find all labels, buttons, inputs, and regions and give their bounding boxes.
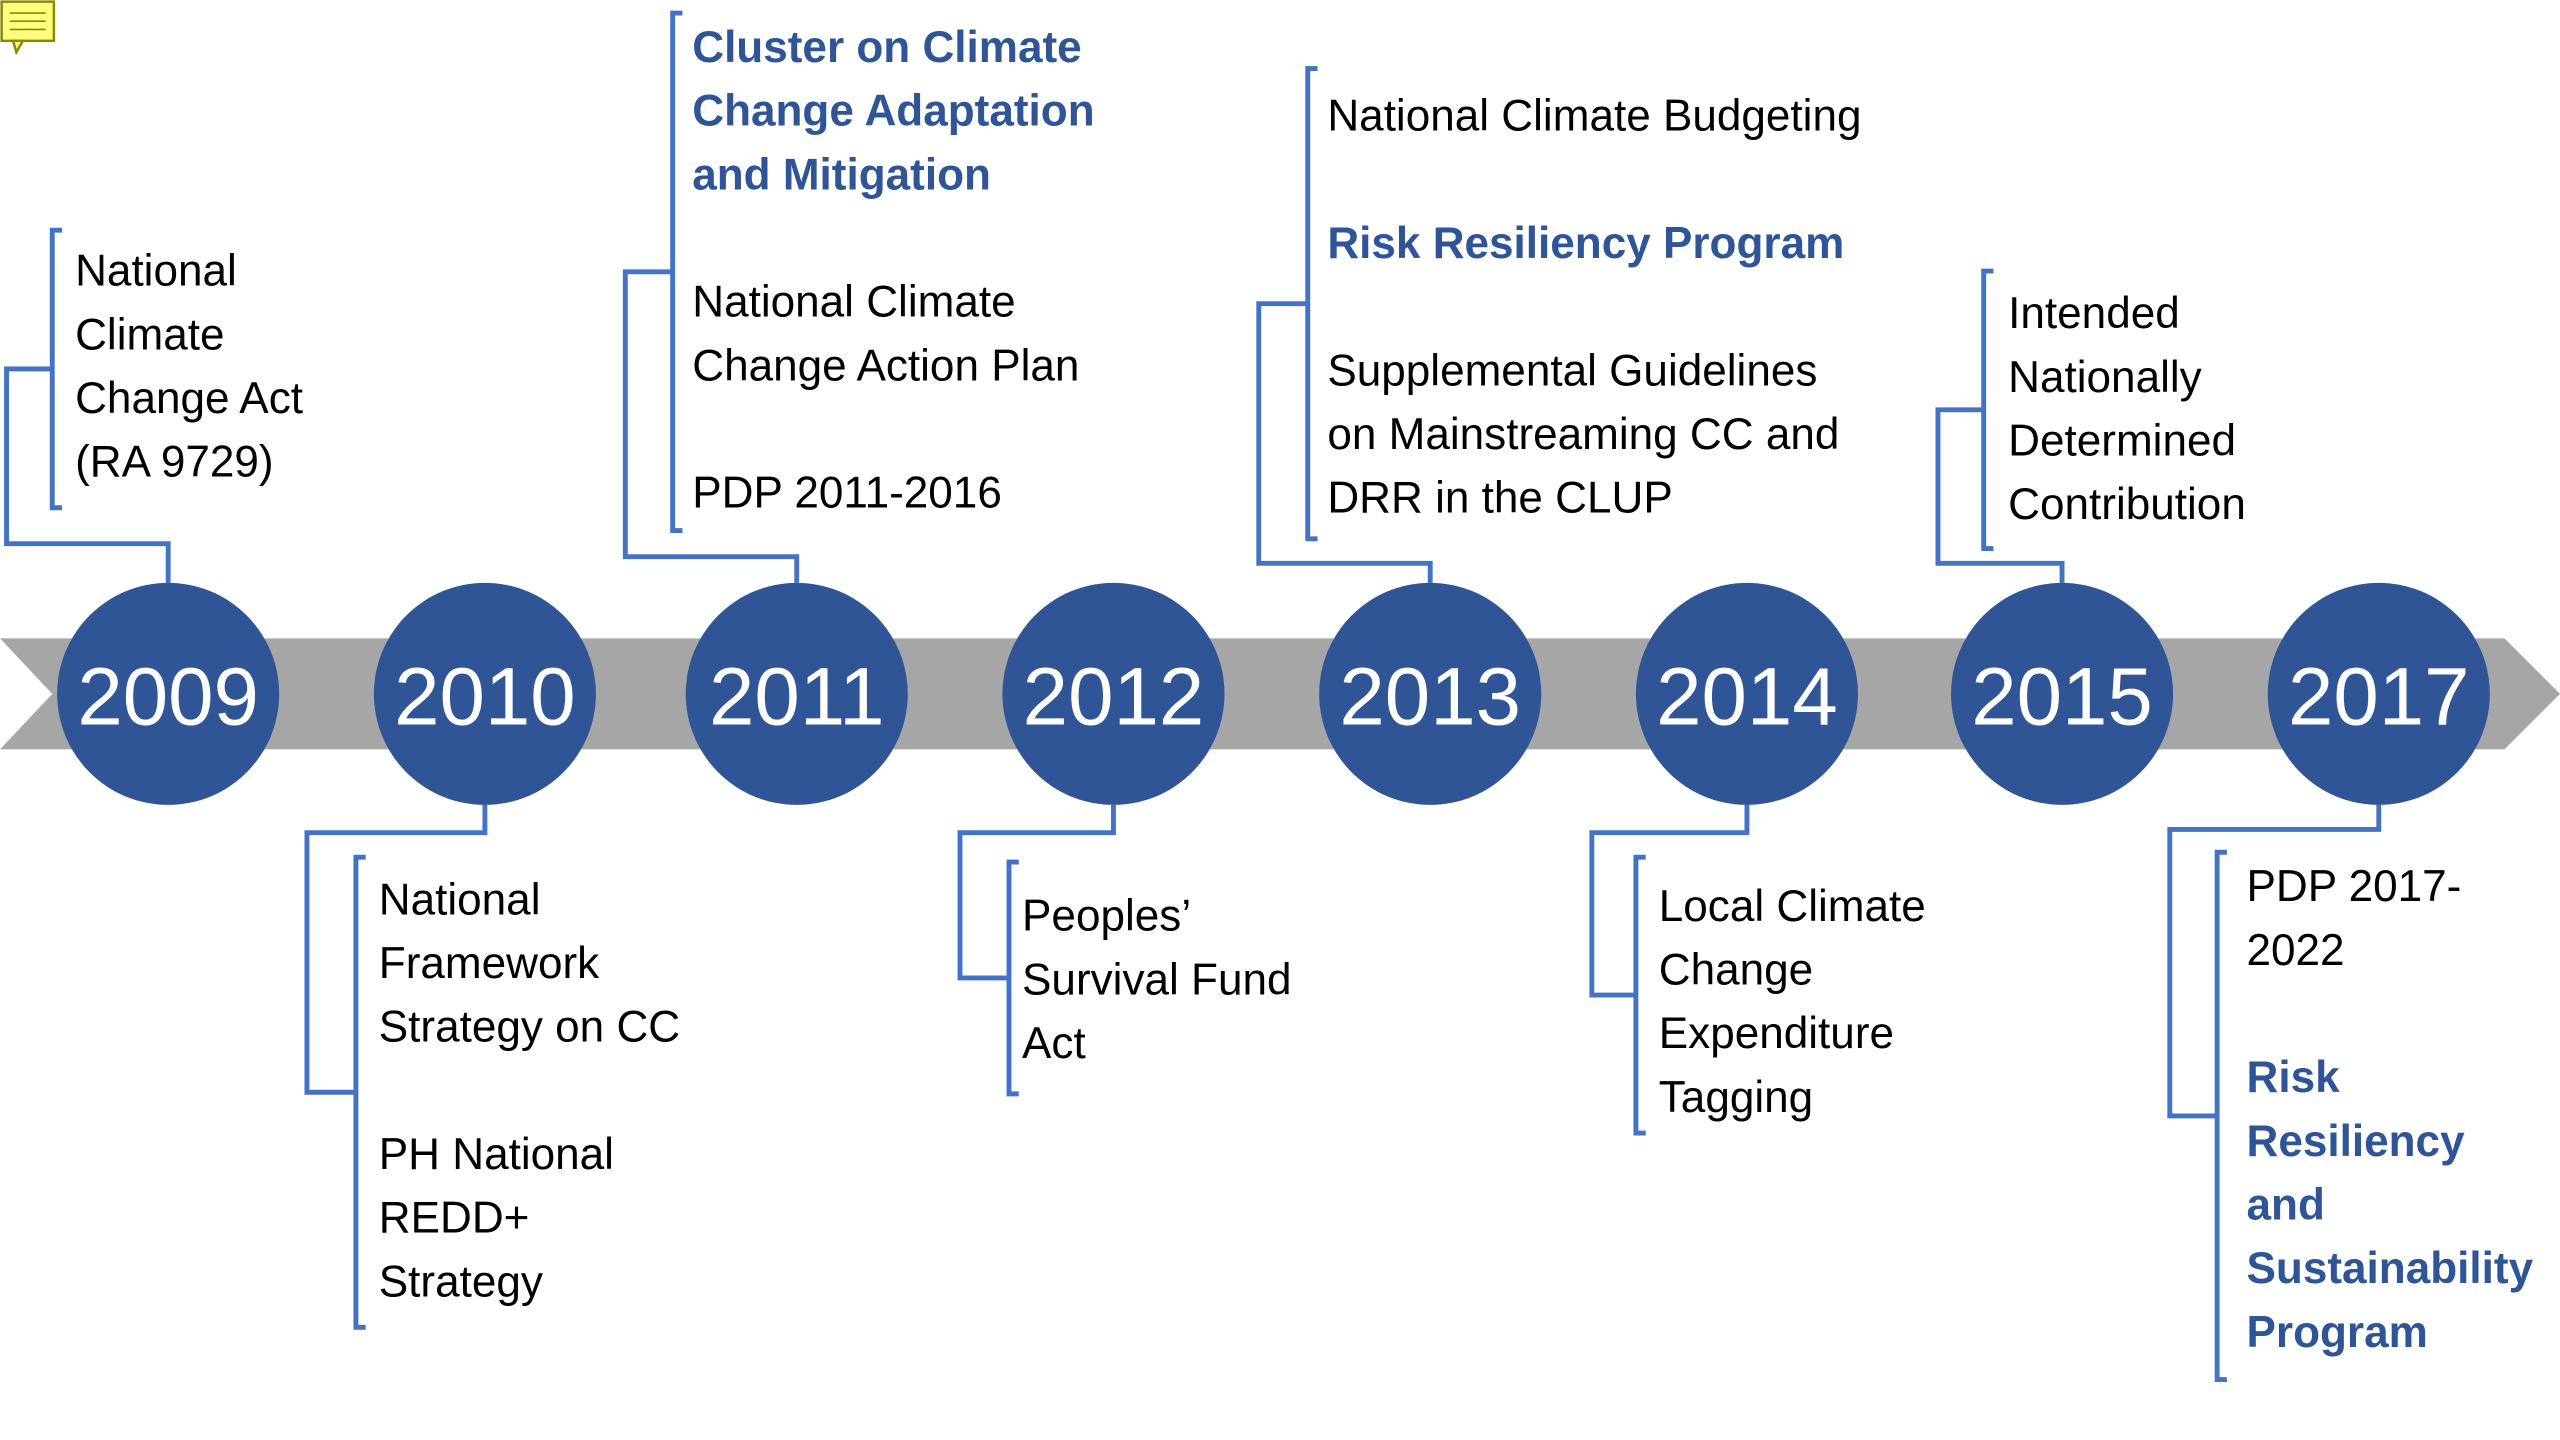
event-item: on Mainstreaming CC and xyxy=(1327,410,1839,459)
connector xyxy=(304,804,488,1095)
year-circle xyxy=(1319,582,1542,805)
event-item: and xyxy=(2247,1181,2325,1230)
year-label: 2011 xyxy=(709,652,885,743)
event-item: Expenditure xyxy=(1659,1009,1894,1058)
year-circle xyxy=(685,582,908,805)
event-item: National xyxy=(75,247,237,296)
event-item: Change xyxy=(1659,945,1813,994)
bracket xyxy=(1633,854,1646,1136)
bracket xyxy=(2214,849,2227,1383)
connector xyxy=(1589,804,1750,998)
event-item: (RA 9729) xyxy=(75,438,273,487)
bracket xyxy=(353,854,366,1330)
year-label: 2015 xyxy=(1971,652,2153,743)
event-item: Cluster on Climate xyxy=(692,23,1081,72)
connector xyxy=(4,366,171,583)
event-item: Change Action Plan xyxy=(692,341,1079,390)
year-circle xyxy=(2267,582,2490,805)
event-item: PDP 2011-2016 xyxy=(692,469,1002,518)
event-item: National Climate Budgeting xyxy=(1327,92,1861,141)
event-item: Contribution xyxy=(2008,480,2246,529)
event-item: Local Climate xyxy=(1659,882,1926,931)
connector xyxy=(1935,407,2065,583)
event-item: Program xyxy=(2247,1308,2428,1357)
year-circle xyxy=(1951,582,2174,805)
event: 2009 National Climate Change Act (RA 9729) xyxy=(4,227,303,805)
year-label: 2012 xyxy=(1023,652,1205,743)
connector xyxy=(622,269,800,583)
bracket xyxy=(49,227,63,511)
bracket xyxy=(1006,859,1019,1097)
year-label: 2017 xyxy=(2288,652,2470,743)
event: 2013 National Climate Budgeting Risk Resil… xyxy=(1256,66,1862,805)
year-label: 2014 xyxy=(1656,652,1838,743)
event-item: Determined xyxy=(2008,417,2236,466)
note-icon xyxy=(0,0,56,56)
event-item: Climate xyxy=(75,310,224,359)
event: 2010 National Framework Strategy on CC PH Na… xyxy=(304,582,680,1330)
event-item: Intended xyxy=(2008,289,2180,338)
event-item: Risk Resiliency Program xyxy=(1327,219,1844,268)
event-item: Framework xyxy=(379,939,600,988)
event: 2015 Intended Nationally Determined Contribu… xyxy=(1935,268,2246,805)
year-circle xyxy=(57,582,280,805)
event-item: National Climate xyxy=(692,278,1015,327)
event-item: Nationally xyxy=(2008,353,2202,402)
bracket xyxy=(670,10,683,534)
event-item: Tagging xyxy=(1659,1073,1813,1122)
event-item: 2022 xyxy=(2247,926,2345,975)
bracket xyxy=(1305,66,1318,542)
event-item: Change Adaptation xyxy=(692,87,1094,136)
year-label: 2010 xyxy=(394,652,576,743)
year-circle xyxy=(1002,582,1225,805)
event-item: DRR in the CLUP xyxy=(1327,474,1672,523)
year-circle xyxy=(1635,582,1858,805)
event-item: National xyxy=(379,875,541,924)
connector xyxy=(1256,301,1433,583)
event-item: Peoples’ xyxy=(1022,892,1191,941)
event-item: and Mitigation xyxy=(692,150,991,199)
year-circle xyxy=(373,582,596,805)
event-item: PH National xyxy=(379,1130,614,1179)
event: 2017 PDP 2017- 2022 Risk Resiliency and Sustai… xyxy=(2167,582,2534,1383)
event-item: Survival Fund xyxy=(1022,955,1291,1004)
event-item: Change Act xyxy=(75,374,303,423)
timeline-arrow xyxy=(0,638,2560,750)
connector xyxy=(957,804,1116,981)
event-item: Act xyxy=(1022,1019,1086,1068)
year-label: 2009 xyxy=(77,652,259,743)
event-item: Strategy on CC xyxy=(379,1003,680,1052)
event-item: REDD+ xyxy=(379,1194,530,1243)
event: 2014 Local Climate Change Expenditure Taggin… xyxy=(1589,582,1926,1136)
event-item: PDP 2017- xyxy=(2247,862,2462,911)
event-item: Risk xyxy=(2247,1053,2341,1102)
event-item: Strategy xyxy=(379,1257,543,1306)
connector xyxy=(2167,804,2382,1119)
event-item: Resiliency xyxy=(2247,1117,2466,1166)
event-item: Supplemental Guidelines xyxy=(1327,346,1817,395)
event: 2012 Peoples’ Survival Fund Act xyxy=(957,582,1292,1097)
bracket xyxy=(1981,268,1994,552)
event-item: Sustainability xyxy=(2247,1244,2534,1293)
year-label: 2013 xyxy=(1339,652,1521,743)
event: 2011 Cluster on Climate Change Adaptation a… xyxy=(622,10,1095,805)
